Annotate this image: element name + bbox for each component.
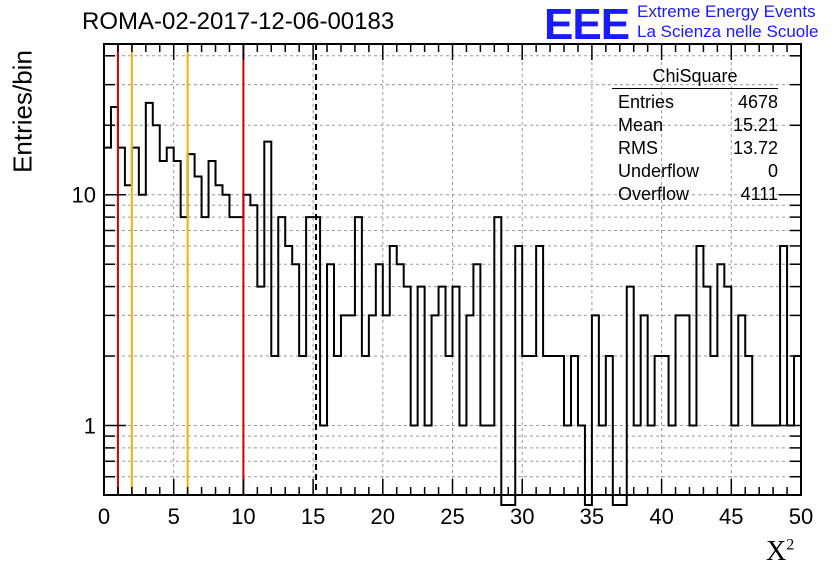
x-tick-label: 50 — [789, 504, 813, 529]
stats-label: RMS — [618, 138, 658, 158]
logo-text-line1: Extreme Energy Events — [637, 2, 816, 21]
eee-logo: EEE — [544, 0, 630, 49]
x-tick-label: 20 — [371, 504, 395, 529]
stats-label: Entries — [618, 92, 675, 112]
stats-label: Underflow — [618, 161, 700, 181]
x-tick-label: 40 — [649, 504, 673, 529]
stats-value: 13.72 — [732, 138, 778, 158]
stats-value: 0 — [767, 161, 778, 181]
x-tick-label: 15 — [301, 504, 325, 529]
stats-row-rms: RMS 13.72 — [612, 137, 778, 160]
stats-row-overflow: Overflow 4111 — [612, 183, 778, 206]
stats-value: 4111 — [740, 184, 778, 204]
x-axis-label-superscript: 2 — [786, 536, 795, 554]
x-tick-label: 25 — [440, 504, 464, 529]
stats-row-underflow: Underflow 0 — [612, 160, 778, 183]
x-tick-label: 35 — [580, 504, 604, 529]
x-axis-label: X2 — [766, 536, 794, 568]
stats-title: ChiSquare — [612, 66, 778, 89]
tick-labels: 0 5 10 15 20 25 30 35 40 45 50 1 10 — [72, 183, 814, 529]
logo-text-line2: La Scienza nelle Scuole — [637, 22, 819, 41]
stats-row-entries: Entries 4678 — [612, 91, 778, 114]
x-axis-label-text: X — [766, 536, 787, 567]
x-tick-label: 30 — [510, 504, 534, 529]
axis-ticks — [103, 44, 802, 496]
stats-label: Mean — [618, 115, 664, 135]
chart-title: ROMA-02-2017-12-06-00183 — [82, 8, 395, 35]
histogram-series — [104, 101, 801, 506]
stats-value: 15.21 — [732, 115, 778, 135]
y-axis-label: Entries/bin — [7, 50, 38, 173]
stats-value: 4678 — [737, 92, 778, 112]
y-tick-label: 10 — [72, 183, 96, 208]
histogram-line — [104, 101, 801, 506]
x-tick-label: 45 — [719, 504, 743, 529]
y-tick-label: 1 — [84, 414, 96, 439]
stats-box: ChiSquare Entries 4678 Mean 15.21 RMS 13.72… — [612, 66, 778, 206]
x-tick-label: 0 — [98, 504, 110, 529]
stats-row-mean: Mean 15.21 — [612, 114, 778, 137]
x-tick-label: 5 — [168, 504, 180, 529]
x-tick-label: 10 — [231, 504, 255, 529]
stats-label: Overflow — [618, 184, 690, 204]
reference-lines — [116, 44, 318, 495]
